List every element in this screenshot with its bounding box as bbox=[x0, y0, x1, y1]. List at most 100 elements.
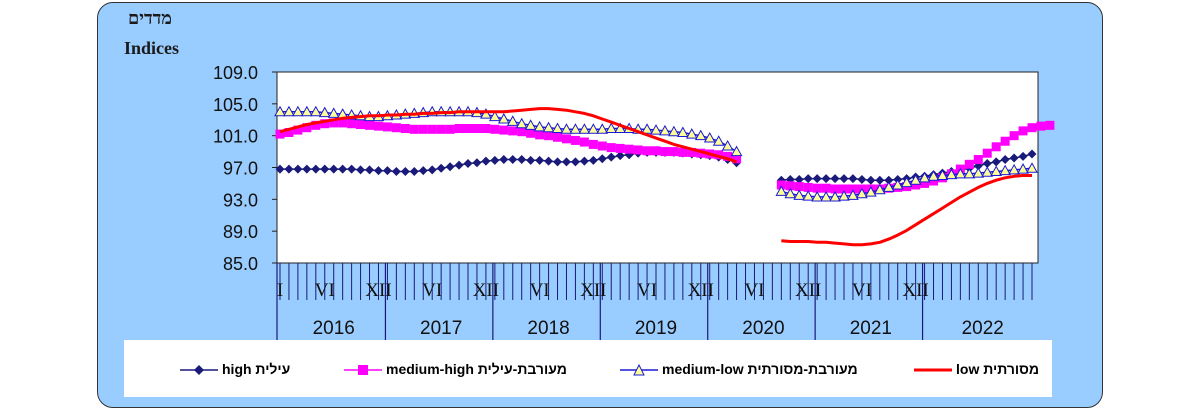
data-point bbox=[570, 157, 580, 167]
data-point bbox=[499, 125, 509, 135]
x-month-label: VI bbox=[852, 280, 872, 301]
y-tick-label: 85.0 bbox=[223, 254, 258, 274]
data-point bbox=[524, 119, 537, 130]
data-point bbox=[454, 160, 464, 170]
data-point bbox=[606, 152, 616, 162]
data-point bbox=[418, 124, 428, 134]
data-point bbox=[838, 190, 850, 201]
data-point bbox=[1000, 136, 1010, 146]
data-point bbox=[659, 124, 671, 136]
data-point bbox=[794, 174, 804, 184]
data-point bbox=[964, 159, 974, 169]
data-point bbox=[391, 123, 401, 133]
data-point bbox=[597, 154, 607, 164]
data-point bbox=[1009, 153, 1019, 163]
data-point bbox=[560, 123, 573, 134]
data-point bbox=[696, 148, 706, 158]
data-point bbox=[356, 120, 366, 130]
data-point bbox=[669, 147, 679, 157]
data-point bbox=[515, 117, 528, 129]
data-point bbox=[526, 128, 536, 138]
data-point bbox=[723, 151, 733, 161]
data-point bbox=[803, 174, 813, 184]
x-year-label: 2022 bbox=[962, 318, 1004, 339]
data-point bbox=[848, 174, 858, 184]
data-point bbox=[544, 156, 554, 166]
data-point bbox=[1009, 131, 1019, 141]
data-point bbox=[327, 107, 340, 118]
data-point bbox=[991, 142, 1001, 152]
data-point bbox=[347, 164, 357, 174]
data-point bbox=[830, 174, 840, 184]
data-point bbox=[1036, 121, 1046, 131]
data-point bbox=[293, 125, 303, 135]
data-point bbox=[972, 167, 985, 178]
data-point bbox=[884, 175, 894, 185]
data-point bbox=[481, 156, 491, 166]
data-point bbox=[579, 156, 589, 166]
data-point bbox=[687, 147, 697, 157]
data-point bbox=[712, 135, 725, 146]
data-point bbox=[856, 187, 868, 199]
data-point bbox=[936, 169, 949, 180]
data-point bbox=[506, 115, 519, 126]
data-point bbox=[1027, 123, 1037, 133]
data-point bbox=[588, 139, 598, 149]
data-point bbox=[605, 122, 618, 134]
data-point bbox=[497, 112, 510, 124]
data-point bbox=[320, 119, 330, 129]
x-year-label: 2017 bbox=[420, 318, 462, 339]
series-line bbox=[781, 174, 1032, 247]
x-month-label: VI bbox=[530, 280, 550, 301]
data-point bbox=[821, 183, 831, 193]
legend: עילית high מעורבת-עילית medium-high מעור… bbox=[124, 340, 1052, 397]
legend-label-high: עילית high bbox=[222, 361, 291, 377]
data-point bbox=[911, 180, 921, 190]
data-point bbox=[839, 184, 849, 194]
data-point bbox=[499, 155, 509, 165]
data-point bbox=[703, 132, 716, 143]
data-point bbox=[641, 123, 653, 134]
data-point bbox=[882, 181, 895, 192]
data-point bbox=[400, 166, 410, 176]
x-year-label: 2019 bbox=[635, 318, 677, 339]
data-point bbox=[480, 108, 492, 119]
data-point bbox=[606, 143, 616, 153]
x-month-label: XII bbox=[365, 280, 391, 301]
data-point bbox=[650, 124, 662, 135]
data-point bbox=[302, 123, 312, 133]
data-point bbox=[866, 175, 876, 185]
data-point bbox=[318, 106, 331, 118]
data-point bbox=[365, 120, 375, 130]
data-point bbox=[382, 166, 392, 176]
data-point bbox=[694, 129, 707, 141]
data-point bbox=[1017, 163, 1029, 174]
data-point bbox=[982, 148, 992, 158]
data-point bbox=[891, 178, 904, 190]
data-point bbox=[651, 146, 661, 156]
data-point bbox=[533, 120, 546, 132]
data-point bbox=[275, 129, 285, 139]
data-point bbox=[553, 157, 563, 167]
data-point bbox=[873, 183, 886, 195]
data-point bbox=[418, 166, 428, 176]
data-point bbox=[436, 163, 446, 173]
x-month-label: VI bbox=[744, 280, 764, 301]
data-point bbox=[535, 155, 545, 165]
x-month-label: XII bbox=[473, 280, 499, 301]
data-point bbox=[875, 175, 885, 185]
x-month-label: XII bbox=[688, 280, 714, 301]
data-point bbox=[981, 166, 994, 177]
x-year-label: 2020 bbox=[742, 318, 784, 339]
data-point bbox=[857, 174, 867, 184]
data-point bbox=[490, 155, 500, 165]
data-point bbox=[570, 135, 580, 145]
data-point bbox=[793, 189, 806, 200]
y-axis: 109.0 105.0 101.0 97.0 93.0 89.0 85.0 bbox=[213, 63, 277, 274]
data-point bbox=[1018, 126, 1028, 136]
legend-label-low: מסורתית low bbox=[956, 361, 1040, 377]
data-point bbox=[526, 155, 536, 165]
data-point bbox=[963, 167, 976, 179]
data-point bbox=[927, 170, 940, 181]
